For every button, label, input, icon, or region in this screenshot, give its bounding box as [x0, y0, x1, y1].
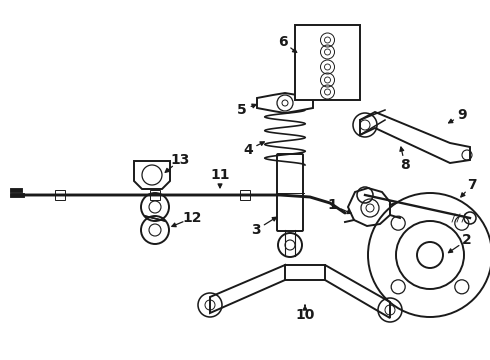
Bar: [240, 190, 250, 200]
Bar: [295, 25, 360, 100]
Text: 3: 3: [251, 223, 261, 237]
Text: 5: 5: [237, 103, 247, 117]
Text: 13: 13: [171, 153, 190, 167]
Text: 6: 6: [278, 35, 288, 49]
Text: 4: 4: [243, 143, 253, 157]
Text: 7: 7: [467, 178, 477, 192]
Text: 11: 11: [210, 168, 230, 182]
Text: 8: 8: [400, 158, 410, 172]
Text: 2: 2: [462, 233, 472, 247]
Text: 10: 10: [295, 308, 315, 322]
Bar: [150, 190, 160, 200]
Text: 12: 12: [182, 211, 202, 225]
Text: 9: 9: [457, 108, 467, 122]
Bar: [55, 190, 65, 200]
Text: 1: 1: [327, 198, 337, 212]
